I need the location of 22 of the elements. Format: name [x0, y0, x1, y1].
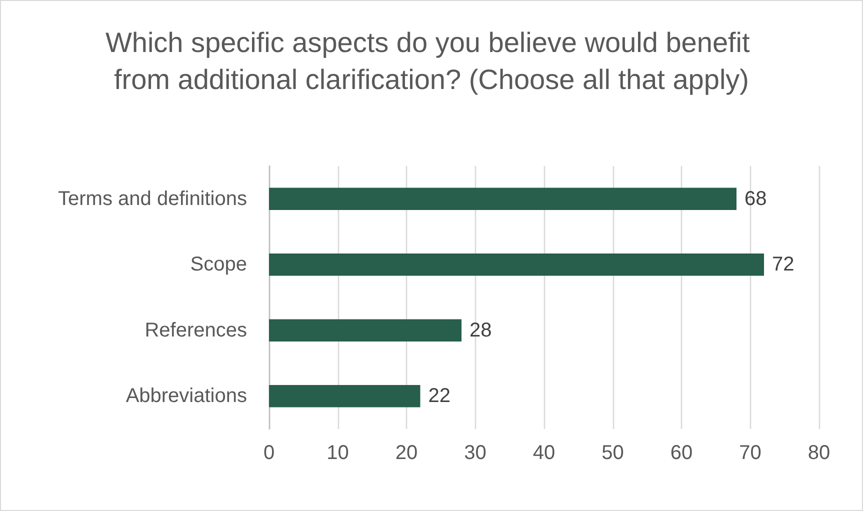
y-tick-label: Scope [190, 254, 247, 276]
bar [269, 188, 736, 210]
y-tick-label: Abbreviations [126, 385, 247, 408]
x-tick-label: 40 [532, 442, 556, 464]
x-tick-label: 20 [395, 442, 418, 464]
x-tick-label: 60 [670, 442, 693, 464]
data-label: 28 [470, 319, 492, 342]
bar [269, 384, 420, 408]
y-tick-label: Terms and definitions [58, 188, 247, 210]
x-tick-label: 80 [808, 442, 830, 464]
y-tick-label: References [144, 319, 247, 342]
data-label: 68 [744, 188, 767, 210]
bar [269, 253, 764, 276]
x-tick-label: 0 [263, 442, 275, 464]
data-label: 22 [428, 385, 450, 408]
chart-title: Which specific aspects do you believe would benefit from additional clarification? (Choose all that apply) [105, 27, 758, 95]
x-tick-label: 70 [739, 442, 762, 464]
x-tick-label: 10 [326, 442, 349, 464]
x-tick-label: 30 [464, 442, 486, 464]
data-label: 72 [772, 254, 794, 276]
x-tick-label: 50 [602, 442, 624, 464]
bar [269, 319, 462, 342]
